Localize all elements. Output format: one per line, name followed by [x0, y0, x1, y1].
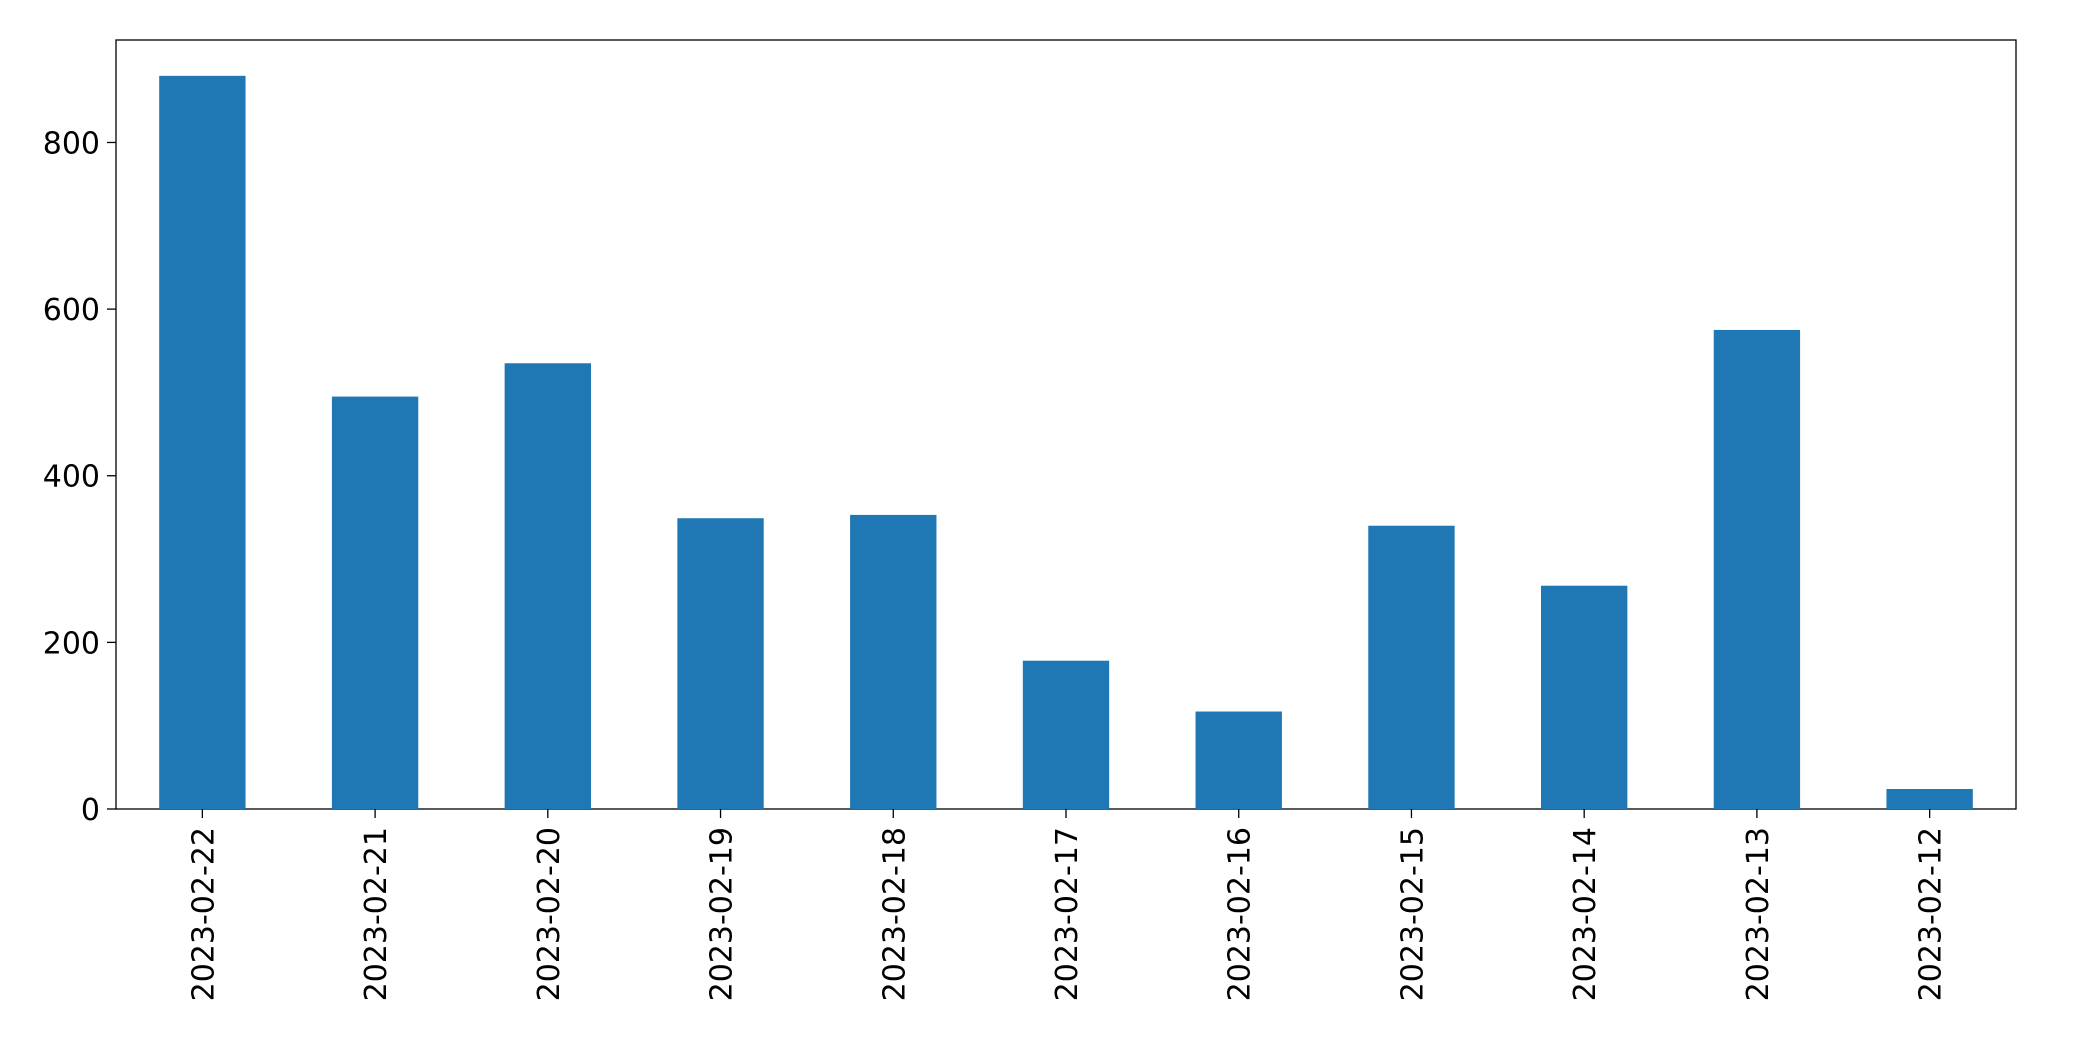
- bar: [331, 396, 419, 809]
- y-tick-label: 0: [81, 793, 100, 828]
- bar: [1022, 660, 1110, 809]
- bar: [1368, 525, 1455, 809]
- bar: [1886, 789, 1973, 809]
- x-tick-label: 2023-02-20: [532, 827, 567, 1001]
- x-tick-label: 2023-02-22: [186, 827, 221, 1001]
- bar: [1713, 329, 1801, 809]
- bar: [1541, 585, 1628, 809]
- bar: [850, 514, 937, 809]
- y-tick-label: 800: [43, 126, 100, 161]
- y-tick-label: 400: [43, 460, 100, 495]
- x-tick-label: 2023-02-18: [877, 827, 912, 1001]
- x-tick-label: 2023-02-13: [1741, 827, 1776, 1001]
- y-tick-label: 600: [43, 293, 100, 328]
- x-tick-label: 2023-02-12: [1914, 827, 1949, 1001]
- bar: [504, 363, 591, 809]
- bar: [1195, 711, 1282, 809]
- bar: [159, 75, 246, 810]
- bar: [677, 518, 764, 809]
- x-tick-label: 2023-02-16: [1223, 827, 1258, 1001]
- x-tick-label: 2023-02-19: [705, 827, 740, 1001]
- x-tick-label: 2023-02-14: [1568, 827, 1603, 1001]
- y-tick-label: 200: [43, 626, 100, 661]
- x-tick-label: 2023-02-21: [359, 827, 394, 1001]
- x-tick-label: 2023-02-17: [1050, 827, 1085, 1001]
- x-tick-label: 2023-02-15: [1395, 827, 1430, 1001]
